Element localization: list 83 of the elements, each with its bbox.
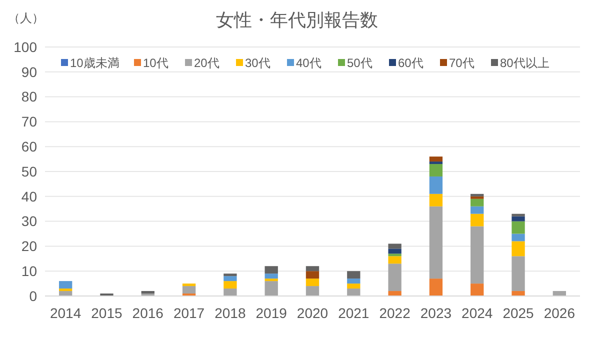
bar xyxy=(347,288,360,296)
bar xyxy=(182,284,196,286)
x-tick-label: 2026 xyxy=(544,305,576,321)
x-tick-label: 2017 xyxy=(173,305,205,321)
bar xyxy=(182,286,196,294)
bar xyxy=(429,176,443,194)
bar xyxy=(470,196,484,199)
legend-label: 70代 xyxy=(449,56,474,70)
x-tick-label: 2024 xyxy=(462,305,493,321)
bar xyxy=(470,206,484,214)
y-tick-label: 100 xyxy=(14,38,38,55)
bar xyxy=(224,274,237,276)
bar xyxy=(388,254,402,256)
x-tick-label: 2018 xyxy=(214,305,246,321)
bar xyxy=(429,206,443,279)
bar xyxy=(306,271,320,279)
x-tick-label: 2015 xyxy=(91,305,123,321)
bar xyxy=(306,266,320,272)
legend-label: 50代 xyxy=(347,56,372,70)
y-tick-label: 50 xyxy=(21,163,38,180)
bar xyxy=(512,221,525,234)
bar xyxy=(264,278,278,282)
legend-label: 10代 xyxy=(143,56,168,70)
legend-label: 20代 xyxy=(194,56,220,70)
bar xyxy=(512,216,525,222)
x-tick-label: 2023 xyxy=(420,305,452,321)
legend-label: 10歳未満 xyxy=(70,56,120,70)
x-tick-label: 2019 xyxy=(256,305,288,321)
legend-label: 40代 xyxy=(296,56,322,70)
bar xyxy=(58,288,72,292)
bar xyxy=(141,291,154,294)
bar xyxy=(470,194,484,196)
bar xyxy=(388,244,402,249)
bar xyxy=(264,266,278,274)
bar xyxy=(388,291,402,296)
bar xyxy=(306,286,320,296)
y-tick-label: 10 xyxy=(21,263,38,279)
bar xyxy=(470,198,484,206)
bar xyxy=(512,291,525,296)
y-tick-label: 80 xyxy=(21,88,38,105)
bar xyxy=(512,241,525,256)
bar xyxy=(470,214,484,226)
y-tick-label: 40 xyxy=(21,188,38,204)
x-tick-label: 2022 xyxy=(379,305,411,321)
bar xyxy=(470,226,484,284)
bar xyxy=(224,276,237,282)
bar xyxy=(512,234,525,242)
legend-label: 80代以上 xyxy=(500,56,550,70)
x-tick-label: 2020 xyxy=(296,305,328,321)
x-tick-label: 2016 xyxy=(132,305,164,321)
bar xyxy=(58,281,72,289)
y-tick-label: 30 xyxy=(21,213,38,230)
bar xyxy=(429,162,443,164)
y-tick-label: 20 xyxy=(21,238,38,254)
bar xyxy=(388,264,402,292)
bar xyxy=(224,288,237,296)
bar xyxy=(429,164,443,176)
bar xyxy=(429,194,443,206)
x-tick-label: 2025 xyxy=(502,305,534,321)
bar xyxy=(429,156,443,162)
bar xyxy=(306,278,320,286)
bar xyxy=(388,256,402,264)
bar xyxy=(347,271,360,279)
bar xyxy=(347,284,360,289)
bar xyxy=(224,281,237,289)
x-tick-label: 2014 xyxy=(50,305,82,321)
bar xyxy=(512,214,525,216)
bar xyxy=(347,278,360,284)
y-axis-title: （人） xyxy=(8,11,44,25)
bar xyxy=(512,256,525,292)
chart-title: 女性・年代別報告数 xyxy=(216,10,378,30)
bar xyxy=(429,278,443,296)
legend-label: 60代 xyxy=(398,56,424,70)
x-tick-label: 2021 xyxy=(338,305,370,321)
bar xyxy=(264,274,278,279)
bar xyxy=(264,281,278,296)
y-tick-label: 0 xyxy=(29,288,38,304)
legend-label: 30代 xyxy=(245,56,270,70)
bar xyxy=(470,284,484,296)
y-tick-label: 70 xyxy=(21,114,38,130)
y-tick-label: 60 xyxy=(21,138,38,154)
y-tick-label: 90 xyxy=(21,64,38,80)
bar xyxy=(388,248,402,254)
